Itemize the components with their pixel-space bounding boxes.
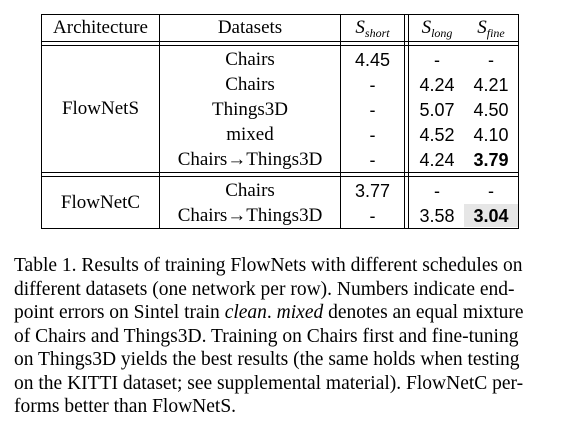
dataset-cell: Chairs [225, 180, 275, 201]
caption-line: of Chairs and Things3D. Training on Chai… [14, 325, 519, 347]
header-s-fine: Sfine [464, 16, 518, 45]
s-fine-cell: 4.21 [473, 75, 509, 95]
dataset-cell: Things3D [212, 99, 288, 120]
dataset-cell: Chairs [225, 74, 275, 95]
s-fine-cell: - [488, 181, 494, 201]
s-short-cell: - [369, 75, 376, 95]
dataset-cell: Chairs→Things3D [177, 149, 323, 170]
table-bottom-rule [41, 228, 519, 229]
header-architecture: Architecture [53, 17, 148, 38]
caption-text: point errors on Sintel train [14, 302, 225, 323]
caption-line: different datasets (one network per row)… [14, 278, 515, 300]
header-s-long: Slong [409, 16, 465, 45]
col-rule-datasets [340, 14, 341, 228]
s-short-cell: 4.45 [354, 50, 391, 70]
col-rule-short-a [404, 14, 405, 228]
caption-line: point errors on Sintel train clean. mixe… [14, 301, 554, 325]
s-fine-cell: 4.10 [473, 125, 509, 145]
header-bottom-double-rule [41, 41, 519, 42]
s-short-cell: 3.77 [354, 181, 391, 201]
table-right-rule [518, 14, 519, 228]
s-long-cell: 5.07 [419, 100, 455, 120]
s-long-cell: - [434, 50, 440, 70]
caption-text: . [266, 302, 277, 323]
s-long-cell: 4.24 [419, 75, 455, 95]
header-s-short-sub: short [364, 26, 390, 40]
header-bottom-double-rule-2 [41, 45, 519, 46]
caption-italic-clean: clean [224, 302, 267, 323]
s-long-cell: 4.52 [419, 125, 455, 145]
caption-italic-mixed: mixed [276, 302, 324, 323]
table-top-rule [41, 14, 519, 15]
header-s-short-base: S [355, 17, 365, 38]
table-left-rule [41, 14, 42, 228]
header-s-long-base: S [421, 17, 432, 38]
group-separator-rule [41, 172, 519, 173]
col-rule-short-b [408, 14, 409, 228]
caption-line: forms better than FlowNetS. [14, 396, 237, 417]
s-short-cell: - [369, 206, 376, 226]
s-long-cell: - [434, 181, 440, 201]
caption-line: Table 1. Results of training FlowNets wi… [14, 255, 523, 276]
caption-line: on Things3D yields the best results (the… [14, 349, 520, 370]
dataset-cell: Chairs→Things3D [177, 205, 323, 226]
s-short-cell: - [369, 150, 376, 170]
s-fine-cell: - [488, 50, 494, 70]
results-table: Architecture Datasets Sshort Slong Sfine… [41, 14, 519, 229]
dataset-cell: mixed [226, 124, 274, 145]
s-fine-best-overall-cell: 3.04 [464, 204, 518, 227]
s-fine-cell: 4.50 [473, 100, 509, 120]
s-long-cell: 4.24 [419, 150, 455, 170]
header-datasets: Datasets [217, 17, 283, 38]
header-s-long-sub: long [431, 26, 453, 40]
header-s-fine-base: S [477, 17, 487, 38]
group-separator-rule-2 [41, 176, 519, 177]
caption-text: denotes an equal mixture [323, 302, 524, 323]
architecture-flownetc: FlowNetC [60, 192, 141, 213]
architecture-flownets: FlowNetS [61, 98, 140, 119]
header-s-short: Sshort [341, 16, 404, 45]
header-s-fine-sub: fine [486, 26, 505, 40]
caption-line: on the KITTI dataset; see supplemental m… [14, 372, 524, 394]
s-short-cell: - [369, 100, 376, 120]
dataset-cell: Chairs [225, 49, 275, 70]
col-rule-architecture [159, 14, 160, 228]
table-caption: Table 1. Results of training FlowNets wi… [14, 254, 554, 419]
s-long-cell: 3.58 [419, 206, 455, 226]
s-fine-best-cell: 3.79 [473, 150, 509, 170]
s-short-cell: - [369, 125, 376, 145]
